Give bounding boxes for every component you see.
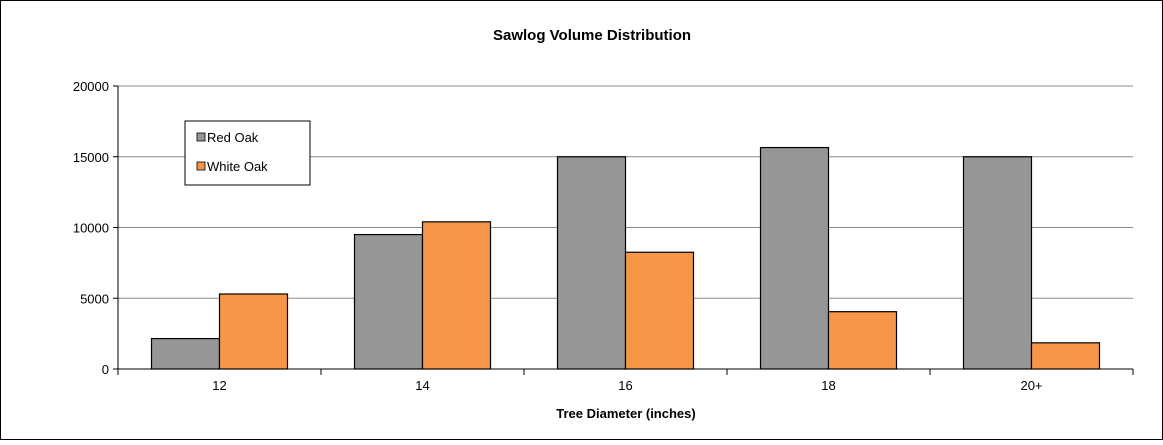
- y-tick-label: 15000: [73, 150, 109, 165]
- y-tick-label: 5000: [80, 291, 109, 306]
- legend-label-white-oak: White Oak: [207, 159, 268, 174]
- y-tick-label: 0: [102, 362, 109, 377]
- bar-red-oak-18: [759, 146, 830, 370]
- x-tick-label: 16: [618, 378, 632, 393]
- bar-red-oak-12: [150, 337, 221, 370]
- y-tick-label: 20000: [73, 79, 109, 94]
- x-tick-label: 18: [821, 378, 835, 393]
- bar-red-oak-20plus: [962, 156, 1033, 370]
- x-tick-label: 14: [415, 378, 429, 393]
- bar-white-oak-14: [421, 221, 492, 370]
- bar-white-oak-12: [218, 293, 289, 370]
- legend-box: [184, 120, 311, 186]
- bar-white-oak-16: [624, 251, 695, 370]
- chart-title: Sawlog Volume Distribution: [493, 27, 691, 44]
- legend-swatch-white-oak: [196, 161, 206, 171]
- legend: Red Oak White Oak: [184, 120, 311, 186]
- axes: 0 5000 10000 15000 20000 12 14 16 18 20+: [73, 79, 1134, 393]
- legend-label-red-oak: Red Oak: [207, 130, 259, 145]
- x-axis-title: Tree Diameter (inches): [556, 406, 695, 421]
- bar-red-oak-16: [556, 156, 627, 370]
- legend-swatch-red-oak: [196, 132, 206, 142]
- bar-red-oak-14: [353, 233, 424, 370]
- x-tick-label: 20+: [1020, 378, 1042, 393]
- bar-white-oak-18: [827, 311, 898, 370]
- bars: [150, 146, 1101, 370]
- y-tick-label: 10000: [73, 221, 109, 236]
- x-tick-label: 12: [212, 378, 226, 393]
- bar-white-oak-20plus: [1030, 342, 1101, 370]
